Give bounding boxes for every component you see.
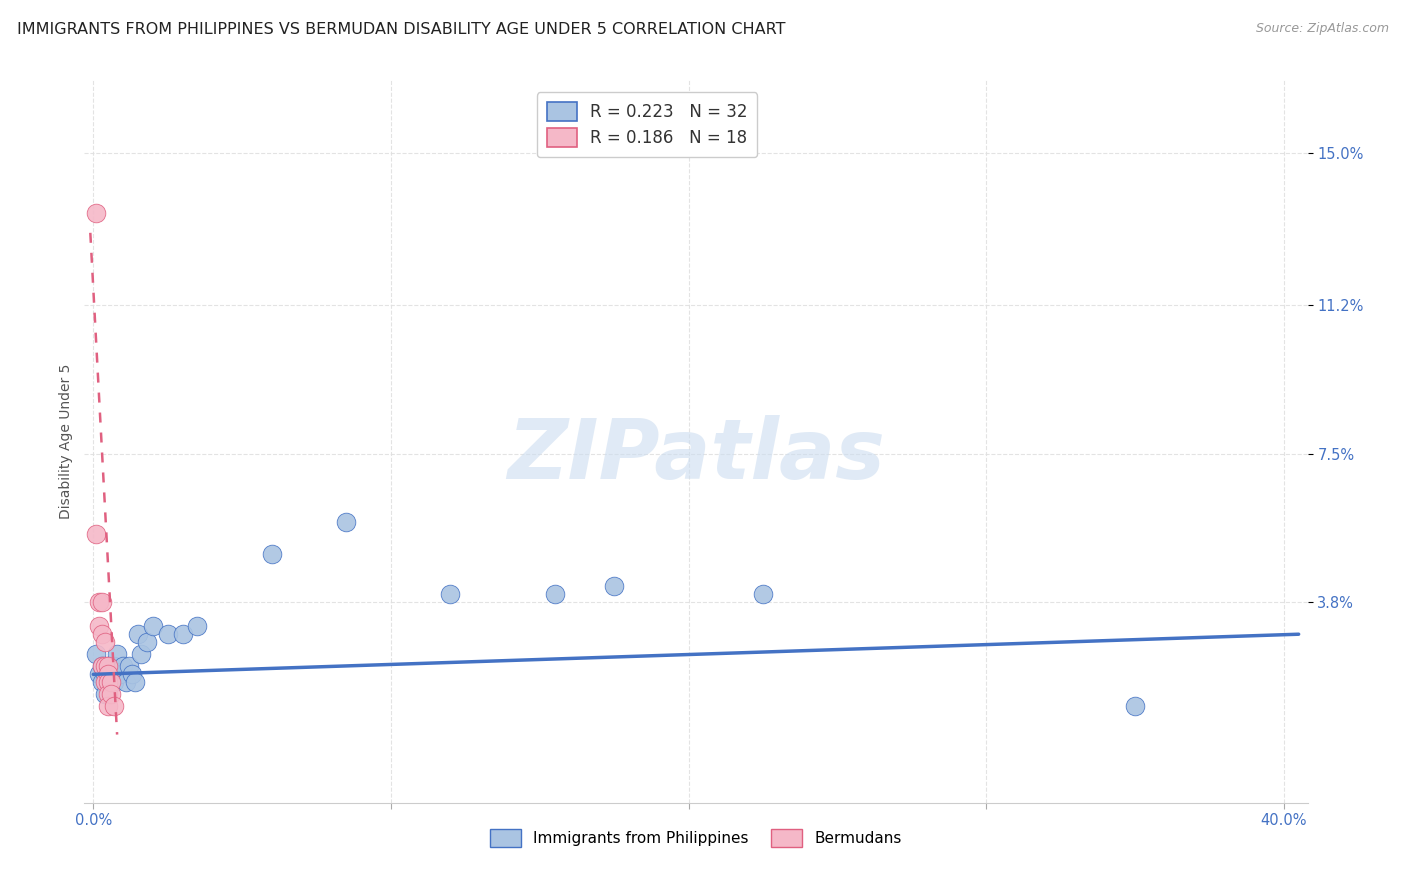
Point	[112, 659, 135, 673]
Point	[97, 699, 120, 714]
Point	[100, 667, 122, 681]
Text: Source: ZipAtlas.com: Source: ZipAtlas.com	[1256, 22, 1389, 36]
Point	[89, 667, 111, 681]
Point	[186, 619, 208, 633]
Point	[121, 667, 143, 681]
Point	[439, 587, 461, 601]
Point	[91, 595, 114, 609]
Point	[97, 687, 120, 701]
Point	[335, 515, 357, 529]
Point	[84, 526, 107, 541]
Point	[127, 627, 149, 641]
Point	[94, 635, 117, 649]
Point	[543, 587, 565, 601]
Point	[89, 619, 111, 633]
Point	[118, 659, 141, 673]
Point	[260, 547, 283, 561]
Point	[94, 659, 117, 673]
Point	[84, 648, 107, 662]
Point	[97, 667, 120, 681]
Point	[100, 687, 122, 701]
Point	[1123, 699, 1146, 714]
Point	[124, 675, 146, 690]
Point	[752, 587, 775, 601]
Point	[103, 659, 125, 673]
Point	[84, 206, 107, 220]
Point	[135, 635, 157, 649]
Point	[91, 627, 114, 641]
Legend: Immigrants from Philippines, Bermudans: Immigrants from Philippines, Bermudans	[484, 823, 908, 853]
Point	[172, 627, 194, 641]
Text: ZIPatlas: ZIPatlas	[508, 416, 884, 497]
Point	[91, 659, 114, 673]
Point	[97, 675, 120, 690]
Point	[108, 667, 131, 681]
Point	[94, 667, 117, 681]
Point	[142, 619, 165, 633]
Point	[103, 675, 125, 690]
Point	[115, 675, 138, 690]
Point	[103, 699, 125, 714]
Point	[94, 687, 117, 701]
Point	[97, 675, 120, 690]
Point	[91, 675, 114, 690]
Point	[156, 627, 179, 641]
Point	[97, 659, 120, 673]
Point	[89, 595, 111, 609]
Point	[97, 659, 120, 673]
Y-axis label: Disability Age Under 5: Disability Age Under 5	[59, 364, 73, 519]
Point	[100, 675, 122, 690]
Point	[603, 579, 626, 593]
Point	[94, 675, 117, 690]
Point	[129, 648, 152, 662]
Text: IMMIGRANTS FROM PHILIPPINES VS BERMUDAN DISABILITY AGE UNDER 5 CORRELATION CHART: IMMIGRANTS FROM PHILIPPINES VS BERMUDAN …	[17, 22, 786, 37]
Point	[105, 648, 128, 662]
Point	[91, 659, 114, 673]
